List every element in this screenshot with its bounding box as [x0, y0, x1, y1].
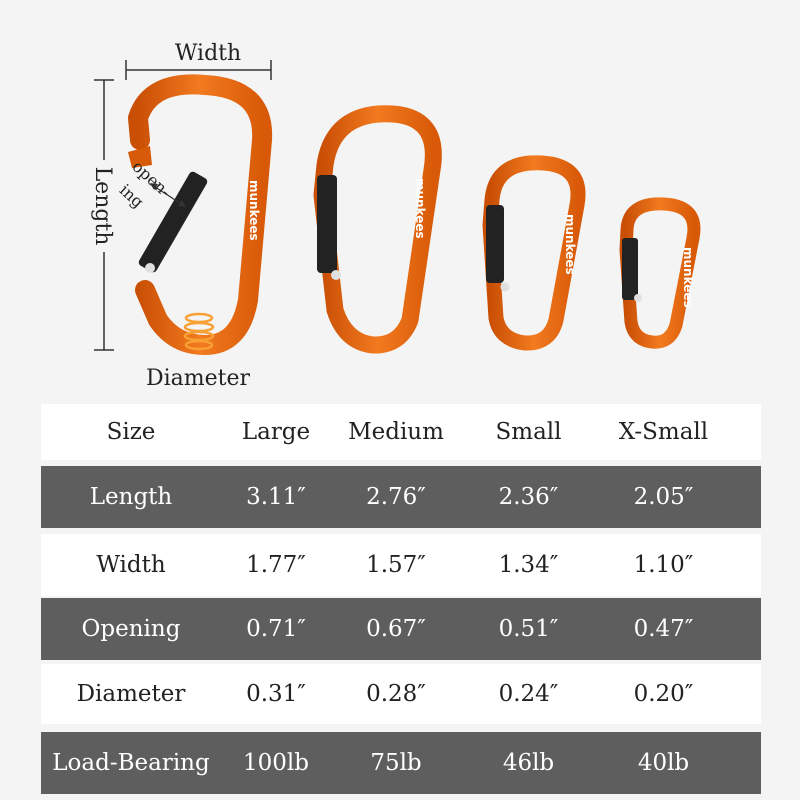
table-cell: 0.28″	[366, 681, 426, 707]
header-size: Size	[106, 419, 156, 445]
length-label: Length	[90, 167, 115, 246]
table-row-opening: Opening 0.71″ 0.67″ 0.51″ 0.47″	[41, 598, 761, 660]
row-label: Opening	[81, 616, 181, 642]
table-cell: 0.51″	[498, 616, 559, 642]
diameter-rings	[183, 312, 215, 351]
length-dimension: Length	[88, 79, 120, 351]
table-cell: 3.11″	[246, 484, 306, 510]
width-dimension: Width	[125, 41, 272, 80]
brand-label-small: munkees	[563, 214, 577, 275]
table-cell: 0.31″	[246, 681, 306, 707]
table-cell: 2.05″	[633, 484, 694, 510]
table-cell: 0.67″	[366, 616, 426, 642]
header-medium: Medium	[348, 419, 444, 445]
table-cell: 0.20″	[633, 681, 694, 707]
table-cell: 2.36″	[498, 484, 559, 510]
table-row-diameter: Diameter 0.31″ 0.28″ 0.24″ 0.20″	[41, 664, 761, 724]
carabiner-medium: munkees	[313, 105, 442, 354]
table-cell: 100lb	[243, 750, 309, 776]
brand-label-medium: munkees	[413, 178, 427, 239]
opening-label-line2: ing	[116, 180, 148, 211]
row-label: Load-Bearing	[52, 750, 210, 776]
width-label: Width	[175, 41, 241, 66]
row-label: Length	[89, 484, 173, 510]
table-cell: 75lb	[370, 750, 422, 776]
table-header-row: Size Large Medium Small X-Small	[41, 404, 761, 460]
brand-label-x-small: munkees	[681, 247, 695, 308]
header-small: Small	[495, 419, 562, 445]
carabiner-x-small: munkees	[619, 197, 701, 349]
header-x-small: X-Small	[618, 419, 709, 445]
table-row-width: Width 1.77″ 1.57″ 1.34″ 1.10″	[41, 534, 761, 596]
carabiner-small: munkees	[482, 155, 586, 351]
carabiner-large: munkees	[128, 74, 273, 355]
table-cell: 0.24″	[498, 681, 559, 707]
table-cell: 1.57″	[366, 552, 426, 578]
table-row-load-bearing: Load-Bearing 100lb 75lb 46lb 40lb	[41, 732, 761, 794]
table-cell: 46lb	[502, 750, 555, 776]
table-cell: 0.47″	[633, 616, 694, 642]
table-cell: 1.34″	[498, 552, 559, 578]
table-row-length: Length 3.11″ 2.76″ 2.36″ 2.05″	[41, 466, 761, 528]
table-cell: 40lb	[637, 750, 690, 776]
row-label: Width	[96, 552, 166, 578]
brand-label-large: munkees	[247, 180, 261, 241]
diameter-label: Diameter	[146, 366, 251, 391]
table-cell: 1.10″	[633, 552, 694, 578]
carabiner-illustration: Width Length munkees open- ing Diame	[88, 41, 701, 391]
row-label: Diameter	[76, 681, 186, 707]
gate-large	[138, 171, 208, 273]
table-cell: 0.71″	[246, 616, 306, 642]
table-cell: 2.76″	[366, 484, 426, 510]
table-cell: 1.77″	[246, 552, 306, 578]
header-large: Large	[241, 419, 311, 445]
